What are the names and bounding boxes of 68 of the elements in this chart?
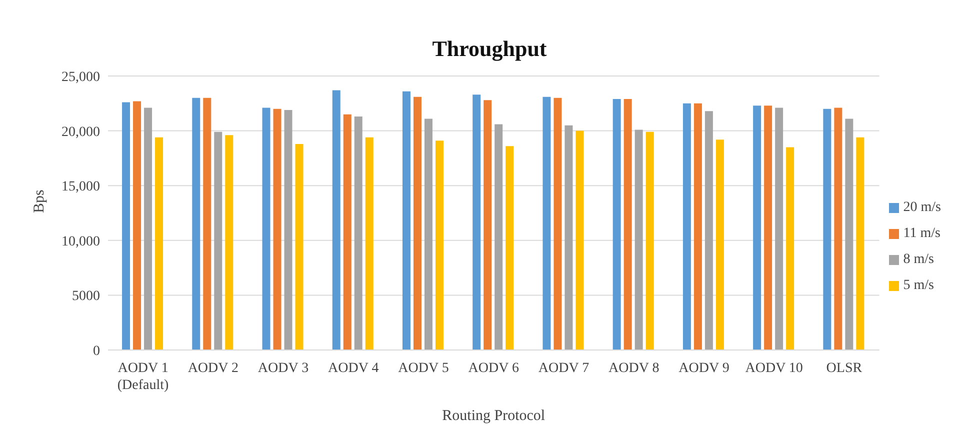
x-tick-label: AODV 8 [608,361,660,376]
y-tick-label: 10,000 [62,234,100,250]
y-tick-label: 25,000 [62,70,100,85]
bar [704,111,713,350]
bar [262,108,270,350]
legend-label: 20 m/s [903,200,941,215]
bar [542,96,551,350]
bar [472,94,481,350]
x-tick-label: AODV 9 [678,361,730,376]
bar [856,137,864,350]
bar [203,98,212,350]
x-tick-label: AODV 3 [258,361,309,376]
bar [122,102,130,350]
x-tick-label: AODV 7 [538,361,590,376]
bar [834,108,842,350]
bar [214,132,222,350]
x-tick-label: OLSR [826,361,863,376]
bar [273,108,282,350]
y-tick-label: 5000 [72,289,100,304]
y-tick-label: 20,000 [62,124,100,140]
x-axis-title: Routing Protocol [442,408,546,424]
bar [646,132,654,350]
bar [484,100,492,350]
legend-label: 5 m/s [903,278,934,293]
legend-label: 8 m/s [903,252,934,267]
bar [682,103,691,350]
bar [576,130,584,350]
x-tick-label: AODV 4 [328,361,379,376]
legend-label: 11 m/s [903,226,940,241]
bar [554,98,562,350]
bar [494,124,503,350]
bar [764,106,772,350]
bar [823,108,832,350]
bar [634,130,643,350]
bar [225,135,234,350]
bar [343,114,352,350]
bar [786,147,794,350]
bar [133,101,142,350]
bar [624,99,632,350]
bar [775,108,784,350]
bar [402,91,410,350]
x-tick-label: AODV 10 [745,361,803,376]
bar [413,96,422,350]
y-axis-title: Bps [31,189,48,213]
bar [424,118,432,350]
y-tick-label: 0 [93,344,100,359]
bar [753,106,762,350]
x-tick-label: AODV 6 [468,361,519,376]
bar [845,118,854,350]
bar [284,110,292,350]
bar [144,108,152,350]
chart-title: Throughput [431,35,548,63]
bar [435,140,444,350]
bar [332,90,340,350]
bar [155,137,164,350]
x-tick-label: AODV 2 [188,361,239,376]
bar [506,146,514,350]
bar [694,103,702,350]
bar [192,98,200,350]
y-tick-label: 15,000 [62,180,100,195]
bar [612,99,621,350]
bar [295,144,304,350]
bar [716,140,724,350]
bar [564,125,573,350]
bar [365,137,374,350]
bar [354,116,362,350]
x-tick-label: AODV 1 (Default) [117,361,170,393]
x-tick-label: AODV 5 [398,361,449,376]
